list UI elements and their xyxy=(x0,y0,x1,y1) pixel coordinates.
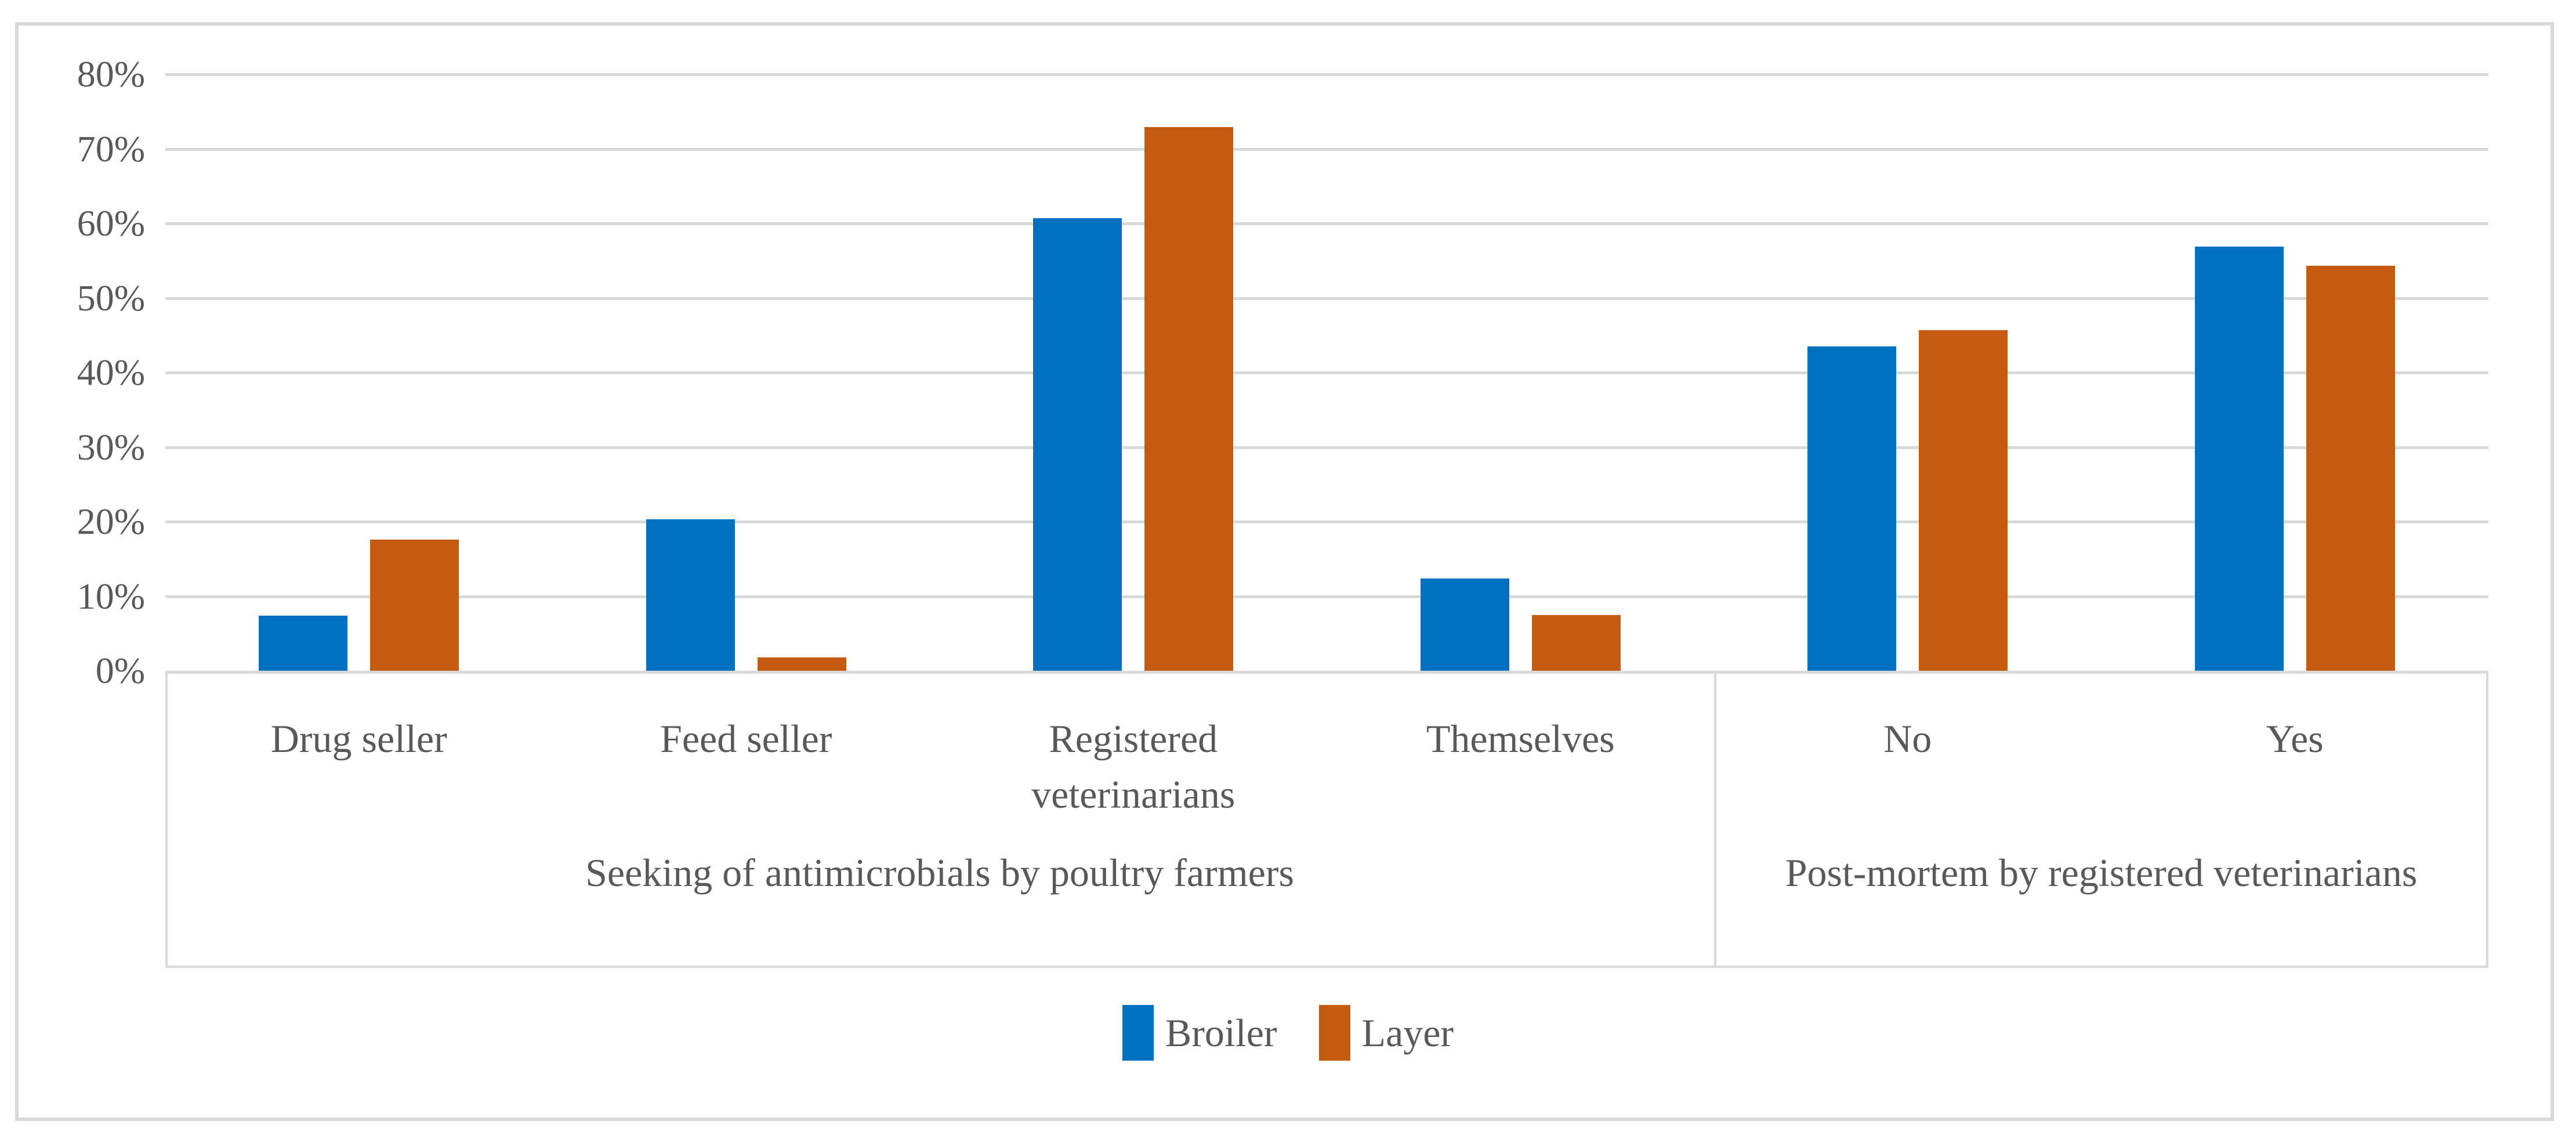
category-label-feed-seller: Feed seller xyxy=(660,717,832,761)
bar-layer-yes xyxy=(2306,266,2395,671)
bar-layer-no xyxy=(1919,330,2008,671)
gridline xyxy=(165,446,2488,449)
y-axis-tick-label: 30% xyxy=(77,426,145,468)
bar-broiler-drug-seller xyxy=(259,615,348,671)
legend-item-layer: Layer xyxy=(1318,1005,1454,1061)
gridline xyxy=(165,371,2488,374)
legend-swatch-layer xyxy=(1318,1005,1350,1061)
y-axis-tick-label: 20% xyxy=(77,501,145,542)
y-axis-tick-label: 70% xyxy=(77,128,145,169)
y-axis-tick-label: 0% xyxy=(95,650,145,691)
y-axis-tick-label: 10% xyxy=(77,575,145,617)
bar-layer-registered-veterinarians xyxy=(1144,127,1234,671)
bar-broiler-no xyxy=(1807,346,1897,671)
bar-broiler-themselves xyxy=(1420,578,1509,671)
y-axis-tick-label: 50% xyxy=(77,277,145,319)
y-axis-tick-label: 80% xyxy=(77,53,145,95)
figure-border xyxy=(15,22,2554,1121)
category-label-yes: Yes xyxy=(2266,717,2324,761)
plot-area xyxy=(165,73,2488,671)
bar-layer-themselves xyxy=(1531,614,1621,671)
gridline xyxy=(165,520,2488,523)
category-label-drug-seller: Drug seller xyxy=(270,717,447,761)
group-label-text: Post-mortem by registered veterinarians xyxy=(1785,851,2418,895)
gridline xyxy=(165,296,2488,300)
category-label-themselves: Themselves xyxy=(1426,717,1615,761)
bar-layer-drug-seller xyxy=(370,539,459,671)
legend: Broiler Layer xyxy=(0,1005,2576,1061)
category-axis: Drug seller Feed seller Registered veterin… xyxy=(165,671,2488,968)
group-label-text: Seeking of antimicrobials by poultry far… xyxy=(585,851,1294,895)
bar-broiler-registered-veterinarians xyxy=(1033,218,1122,671)
gridline xyxy=(165,595,2488,598)
gridline xyxy=(165,147,2488,151)
group-label-1: Post-mortem by registered veterinarians xyxy=(1714,844,2488,901)
bar-layer-feed-seller xyxy=(757,657,846,671)
legend-item-broiler: Broiler xyxy=(1122,1005,1277,1061)
y-axis-tick-label: 60% xyxy=(77,203,145,244)
legend-label: Broiler xyxy=(1165,1011,1277,1055)
bar-broiler-yes xyxy=(2194,246,2284,671)
gridline xyxy=(165,222,2488,225)
y-axis-tick-label: 40% xyxy=(77,352,145,393)
gridline xyxy=(165,73,2488,76)
category-label-no: No xyxy=(1883,717,1932,761)
bar-broiler-feed-seller xyxy=(646,519,735,671)
group-label-0: Seeking of antimicrobials by poultry far… xyxy=(165,844,1714,901)
legend-swatch-broiler xyxy=(1122,1005,1154,1061)
category-label-registered-veterinarians: Registered veterinarians xyxy=(1031,717,1236,816)
group-separator xyxy=(1714,674,1716,966)
legend-label: Layer xyxy=(1361,1011,1454,1055)
